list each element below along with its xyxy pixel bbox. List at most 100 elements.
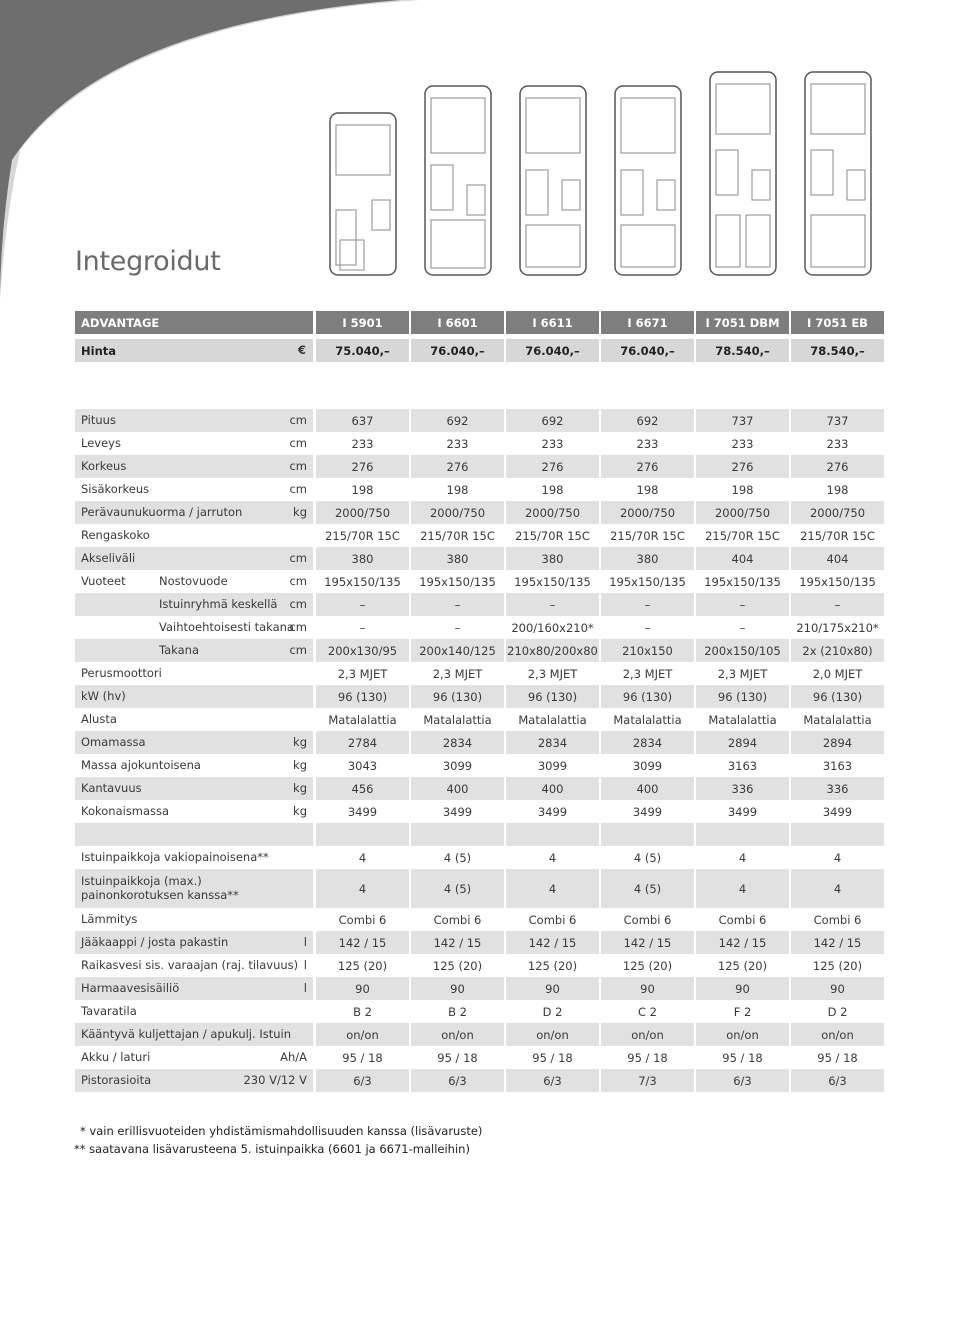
- row-value: 90: [696, 977, 789, 1000]
- row-value: 2000/750: [316, 501, 409, 524]
- row-value: 198: [636, 482, 659, 497]
- row-value: 142 / 15: [791, 931, 884, 954]
- row-value: 3499: [442, 804, 473, 819]
- row-value: 3099: [632, 758, 663, 773]
- row-label: Korkeus: [81, 459, 127, 473]
- row-value: B 2: [353, 1004, 372, 1019]
- row-value: 3499: [632, 804, 663, 819]
- row-value: 233: [351, 436, 374, 451]
- row-label: Akseliväli: [81, 551, 136, 565]
- row-value: 6/3: [316, 1069, 409, 1092]
- row-value: 96 (130): [696, 685, 789, 708]
- row-unit: cm: [289, 459, 307, 473]
- row-unit: cm: [289, 413, 307, 427]
- model-name: I 6671: [601, 311, 694, 334]
- model-name: I 6611: [506, 311, 599, 334]
- row-value: 404: [791, 547, 884, 570]
- model-name: I 7051 EB: [791, 311, 884, 334]
- price: 78.540,–: [791, 339, 884, 362]
- label-cell: [75, 1023, 313, 1046]
- row-sublabel: Nostovuode: [159, 574, 228, 588]
- row-value: 233: [731, 436, 754, 451]
- row-sublabel: Takana: [159, 643, 200, 657]
- row-value: 4 (5): [601, 869, 694, 908]
- row-value: Combi 6: [623, 912, 672, 927]
- header-label: ADVANTAGE: [75, 311, 313, 334]
- label-cell: [75, 869, 313, 908]
- row-value: D 2: [827, 1004, 848, 1019]
- row-label: Tavaratila: [81, 1004, 137, 1018]
- row-value: on/on: [411, 1023, 504, 1046]
- row-value: 400: [601, 777, 694, 800]
- row-label: Istuinpaikkoja (max.) painonkorotuksen k…: [81, 874, 239, 902]
- row-label: Perävaunukuorma / jarruton: [81, 505, 243, 519]
- row-value: 195x150/135: [324, 574, 401, 589]
- row-value: 96 (130): [601, 685, 694, 708]
- row-value: 125 (20): [432, 958, 483, 973]
- row-value: 125 (20): [337, 958, 388, 973]
- row-value: 215/70R 15C: [515, 528, 590, 543]
- footnote: * vain erillisvuoteiden yhdistämismahdol…: [80, 1124, 483, 1138]
- row-value: –: [644, 620, 651, 635]
- row-value: 233: [826, 436, 849, 451]
- row-value: B 2: [448, 1004, 467, 1019]
- row-value: 198: [446, 482, 469, 497]
- row-value: 380: [601, 547, 694, 570]
- row-value: 96 (130): [791, 685, 884, 708]
- page-title: Integroidut: [75, 246, 221, 277]
- row-value: 2x (210x80): [791, 639, 884, 662]
- row-value: 3163: [727, 758, 758, 773]
- row-value: 380: [411, 547, 504, 570]
- row-value: 90: [601, 977, 694, 1000]
- row-value: 233: [636, 436, 659, 451]
- row-value: 2784: [316, 731, 409, 754]
- row-label: Lämmitys: [81, 912, 138, 926]
- row-value: 4 (5): [411, 869, 504, 908]
- label-cell: [75, 501, 313, 524]
- row-value: 6/3: [696, 1069, 789, 1092]
- row-value: 90: [791, 977, 884, 1000]
- row-sublabel: Istuinryhmä keskellä: [159, 597, 278, 611]
- row-value: –: [739, 620, 746, 635]
- row-value: 195x150/135: [799, 574, 876, 589]
- row-value: 404: [696, 547, 789, 570]
- row-label: Kääntyvä kuljettajan / apukulj. Istuin: [81, 1027, 291, 1041]
- row-value: –: [601, 593, 694, 616]
- label-cell: [75, 409, 313, 432]
- row-value: 215/70R 15C: [610, 528, 685, 543]
- blank-row-cell: [316, 823, 409, 846]
- row-unit: Ah/A: [280, 1050, 307, 1064]
- row-value: 380: [316, 547, 409, 570]
- row-unit: l: [303, 935, 307, 949]
- row-value: 142 / 15: [411, 931, 504, 954]
- row-value: –: [506, 593, 599, 616]
- row-value: –: [791, 593, 884, 616]
- row-value: 96 (130): [506, 685, 599, 708]
- blank-row-cell: [506, 823, 599, 846]
- row-value: 2,3 MJET: [432, 666, 483, 681]
- row-label: kW (hv): [81, 689, 126, 703]
- price: 76.040,–: [506, 339, 599, 362]
- row-label: Vuoteet: [81, 574, 126, 588]
- row-value: 2834: [601, 731, 694, 754]
- row-value: 2894: [696, 731, 789, 754]
- row-value: Combi 6: [433, 912, 482, 927]
- row-value: 233: [446, 436, 469, 451]
- row-value: 400: [506, 777, 599, 800]
- row-sublabel: Vaihtoehtoisesti takana: [159, 620, 294, 634]
- row-value: Combi 6: [718, 912, 767, 927]
- row-unit: l: [303, 981, 307, 995]
- row-value: 4: [358, 850, 367, 865]
- row-value: 3499: [537, 804, 568, 819]
- row-unit: 230 V/12 V: [243, 1073, 307, 1087]
- row-unit: kg: [293, 804, 307, 818]
- row-value: 336: [696, 777, 789, 800]
- row-unit: cm: [289, 597, 307, 611]
- row-value: 200x140/125: [411, 639, 504, 662]
- row-label: Massa ajokuntoisena: [81, 758, 201, 772]
- row-value: 4 (5): [633, 850, 662, 865]
- row-value: on/on: [506, 1023, 599, 1046]
- row-value: Matalalattia: [518, 712, 587, 727]
- row-unit: kg: [293, 781, 307, 795]
